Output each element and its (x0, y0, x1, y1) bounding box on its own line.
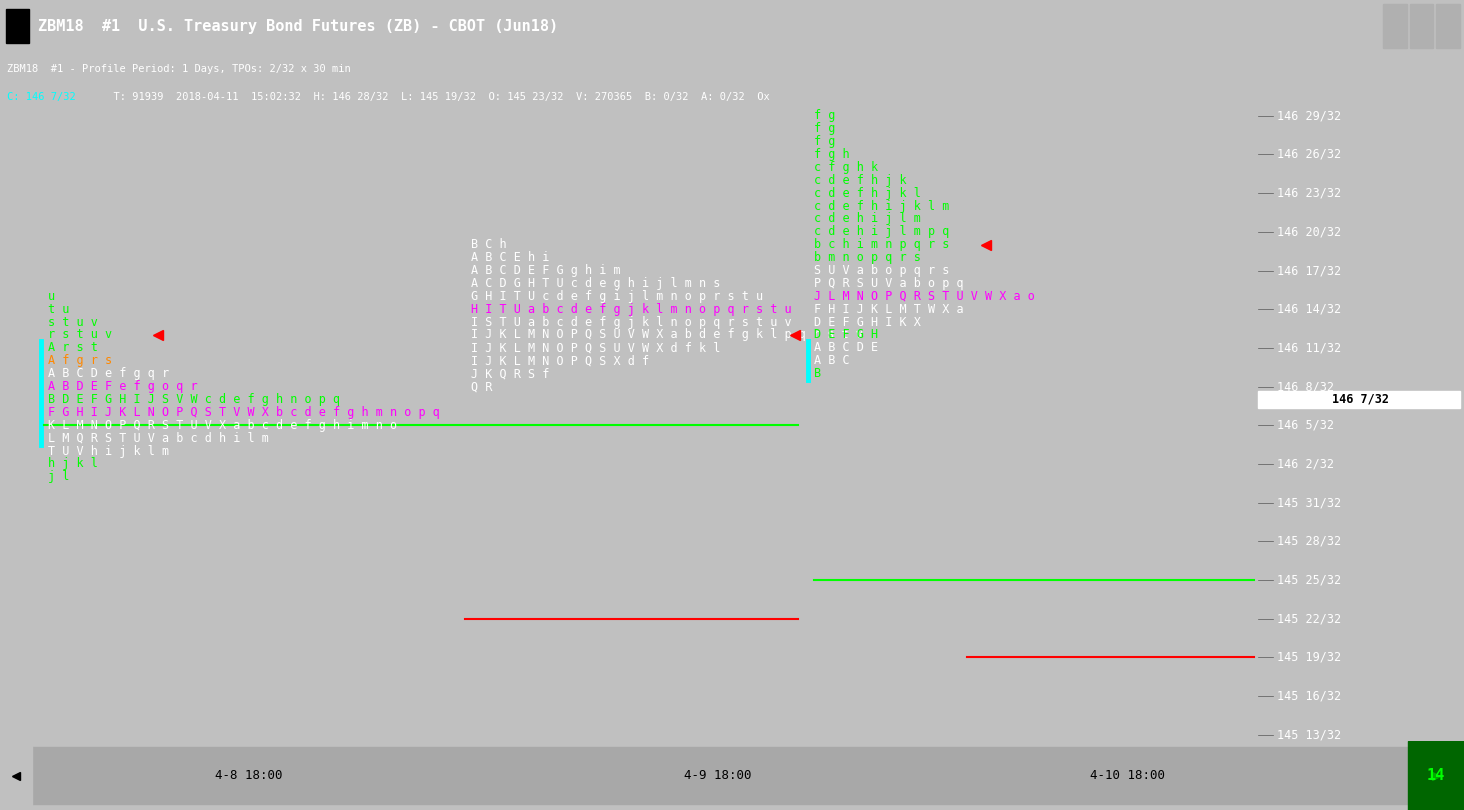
Text: 146 2/32: 146 2/32 (1277, 458, 1334, 471)
Text: c d e h i j l m p q: c d e h i j l m p q (814, 225, 949, 238)
Bar (0, 741, 32, 810)
Text: j l: j l (48, 471, 69, 484)
Text: 145 19/32: 145 19/32 (1277, 651, 1341, 664)
Text: I S T U a b c d e f g j k l n o p q r s t u v: I S T U a b c d e f g j k l n o p q r s … (471, 316, 792, 329)
Text: 4-10 18:00: 4-10 18:00 (1089, 769, 1165, 782)
Text: b m n o p q r s: b m n o p q r s (814, 251, 921, 264)
Bar (1436, 4, 1460, 49)
Text: t u: t u (48, 303, 69, 316)
Text: B D E F G H I J S V W c d e f g h n o p q: B D E F G H I J S V W c d e f g h n o p … (48, 393, 340, 406)
Text: F H I J K L M T W X a: F H I J K L M T W X a (814, 303, 963, 316)
Text: Q R: Q R (471, 380, 492, 393)
Text: b c h i m n p q r s: b c h i m n p q r s (814, 238, 949, 251)
Text: I J K L M N O P Q S U V W X a b d e f g k l p q r s t v: I J K L M N O P Q S U V W X a b d e f g … (471, 329, 862, 342)
Text: 146 17/32: 146 17/32 (1277, 264, 1341, 277)
Text: f g: f g (814, 122, 836, 135)
Text: A B C: A B C (814, 354, 849, 367)
Text: h j k l: h j k l (48, 458, 98, 471)
Text: H I T U a b c d e f g j k l m n o p q r s t u: H I T U a b c d e f g j k l m n o p q r … (471, 303, 792, 316)
Text: s t u v: s t u v (48, 316, 98, 329)
Bar (1258, 391, 1460, 408)
Text: A B C D e f g q r: A B C D e f g q r (48, 367, 168, 380)
Text: 146 14/32: 146 14/32 (1277, 303, 1341, 316)
Text: u: u (48, 290, 54, 303)
Text: 146 11/32: 146 11/32 (1277, 341, 1341, 355)
Text: ZBM18  #1  U.S. Treasury Bond Futures (ZB) - CBOT (Jun18): ZBM18 #1 U.S. Treasury Bond Futures (ZB)… (38, 19, 558, 34)
Bar (6, 10, 29, 43)
Text: F G H I J K L N O P Q S T V W X b c d e f g h m n o p q: F G H I J K L N O P Q S T V W X b c d e … (48, 406, 439, 419)
Text: 145 28/32: 145 28/32 (1277, 535, 1341, 548)
Text: 146 29/32: 146 29/32 (1277, 109, 1341, 122)
Text: 145 22/32: 145 22/32 (1277, 612, 1341, 625)
Text: 146 23/32: 146 23/32 (1277, 186, 1341, 199)
Text: A B C D E: A B C D E (814, 341, 878, 355)
Text: C: 146 7/32: C: 146 7/32 (7, 92, 76, 102)
Text: 146 5/32: 146 5/32 (1277, 419, 1334, 432)
Text: 145 25/32: 145 25/32 (1277, 573, 1341, 586)
Bar (1408, 741, 1464, 810)
Text: 146 7/32: 146 7/32 (1332, 393, 1388, 406)
Text: 4-9 18:00: 4-9 18:00 (684, 769, 751, 782)
Text: f g: f g (814, 109, 836, 122)
Text: A f g r s: A f g r s (48, 354, 111, 367)
Text: D E F G H: D E F G H (814, 329, 878, 342)
Text: 145 13/32: 145 13/32 (1277, 728, 1341, 741)
Text: K L M N O P Q R S T U V X a b c d e f g h i m n o: K L M N O P Q R S T U V X a b c d e f g … (48, 419, 397, 432)
Text: A B C D E F G g h i m: A B C D E F G g h i m (471, 264, 621, 277)
Text: 146 20/32: 146 20/32 (1277, 225, 1341, 238)
Text: X: X (1445, 21, 1451, 32)
Bar (1410, 4, 1433, 49)
Text: 4-8 18:00: 4-8 18:00 (215, 769, 283, 782)
Text: f g h: f g h (814, 148, 849, 161)
Text: 146 26/32: 146 26/32 (1277, 148, 1341, 161)
Text: A B C E h i: A B C E h i (471, 251, 549, 264)
Text: I J K L M N O P Q S U V W X d f k l: I J K L M N O P Q S U V W X d f k l (471, 341, 720, 355)
Text: 14: 14 (1427, 768, 1445, 783)
Text: 146 8/32: 146 8/32 (1277, 380, 1334, 393)
Text: c d e f h i j k l m: c d e f h i j k l m (814, 199, 949, 212)
Text: 145 16/32: 145 16/32 (1277, 689, 1341, 702)
Text: ZBM18  #1 - Profile Period: 1 Days, TPOs: 2/32 x 30 min: ZBM18 #1 - Profile Period: 1 Days, TPOs:… (7, 63, 351, 74)
Text: T U V h i j k l m: T U V h i j k l m (48, 445, 168, 458)
Text: J L M N O P Q R S T U V W X a o: J L M N O P Q R S T U V W X a o (814, 290, 1035, 303)
Text: _: _ (1392, 21, 1398, 32)
Text: B: B (814, 367, 821, 380)
Text: A B D E F e f g o q r: A B D E F e f g o q r (48, 380, 198, 393)
Text: J K Q R S f: J K Q R S f (471, 367, 549, 380)
Text: c d e f h j k l: c d e f h j k l (814, 186, 921, 199)
Text: c f g h k: c f g h k (814, 161, 878, 174)
Text: c d e f h j k: c d e f h j k (814, 174, 906, 187)
Text: T: 91939  2018-04-11  15:02:32  H: 146 28/32  L: 145 19/32  O: 145 23/32  V: 270: T: 91939 2018-04-11 15:02:32 H: 146 28/3… (101, 92, 770, 102)
Text: □: □ (1419, 21, 1424, 32)
Text: P Q R S U V a b o p q: P Q R S U V a b o p q (814, 277, 963, 290)
Text: S U V a b o p q r s: S U V a b o p q r s (814, 264, 949, 277)
Text: I J K L M N O P Q S X d f: I J K L M N O P Q S X d f (471, 354, 649, 367)
Text: 145 31/32: 145 31/32 (1277, 496, 1341, 509)
Text: c d e h i j l m: c d e h i j l m (814, 212, 921, 225)
Text: r s t u v: r s t u v (48, 329, 111, 342)
Text: A r s t: A r s t (48, 341, 98, 355)
Text: D E F G H I K X: D E F G H I K X (814, 316, 921, 329)
Text: A C D G H T U c d e g h i j l m n s: A C D G H T U c d e g h i j l m n s (471, 277, 720, 290)
Bar (1383, 4, 1407, 49)
Text: L M Q R S T U V a b c d h i l m: L M Q R S T U V a b c d h i l m (48, 432, 268, 445)
Text: B C h: B C h (471, 238, 507, 251)
Text: f g: f g (814, 135, 836, 148)
Text: G H I T U c d e f g i j l m n o p r s t u: G H I T U c d e f g i j l m n o p r s t … (471, 290, 763, 303)
Bar (32, 747, 1408, 804)
